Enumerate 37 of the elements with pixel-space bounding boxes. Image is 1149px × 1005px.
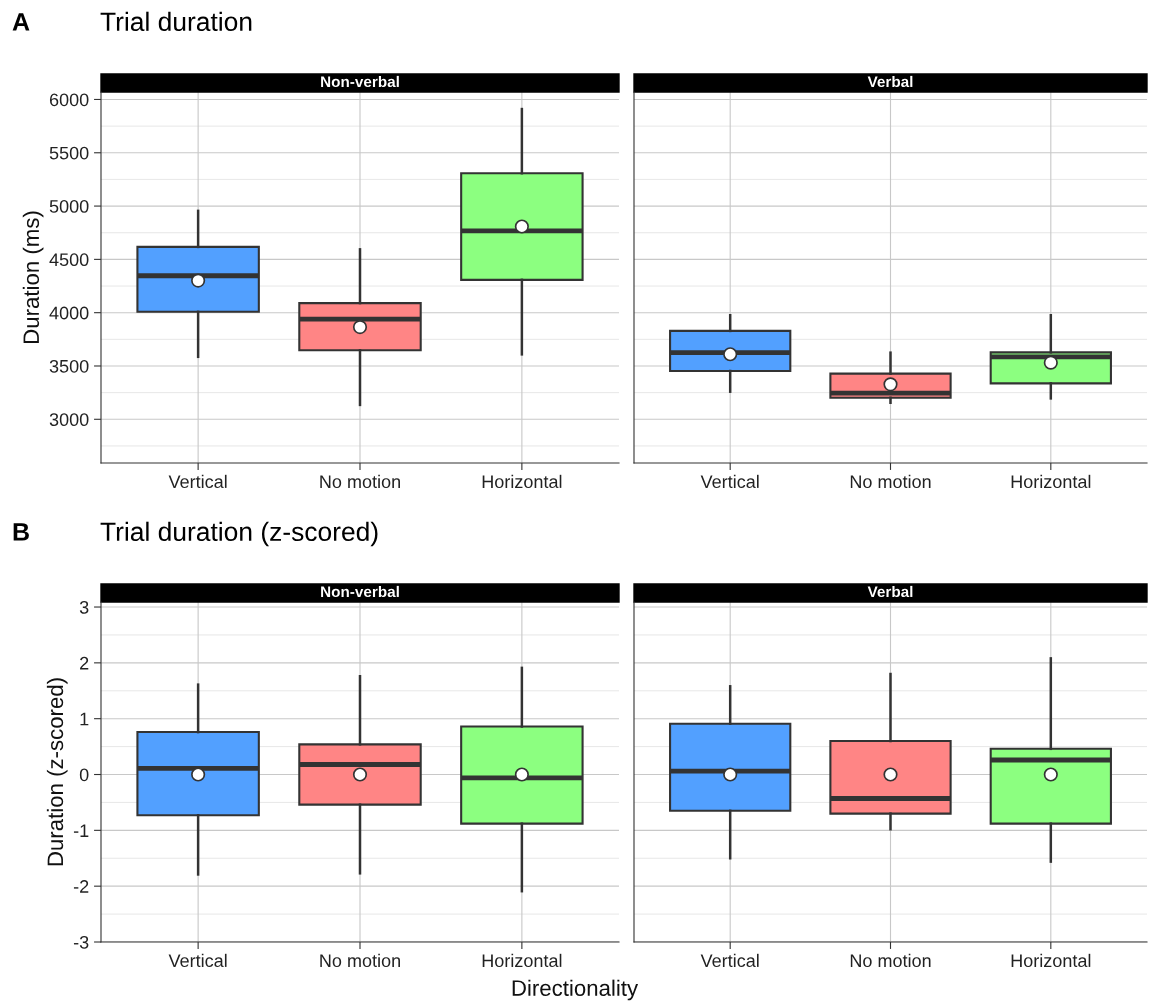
x-tick-label: Horizontal (1011, 953, 1091, 968)
y-tick-label: 3000 (49, 413, 89, 427)
y-tick-label: 4500 (49, 253, 89, 267)
x-tick-label: Horizontal (482, 474, 562, 489)
y-tick-label: 2 (80, 656, 89, 670)
y-axis-title: Duration (z-scored) (46, 678, 68, 866)
x-tick-label: Vertical (168, 953, 227, 968)
text: B (13, 523, 29, 541)
text: A (12, 13, 30, 31)
x-tick-label: Vertical (700, 953, 759, 968)
x-axis-title: Directionality (512, 979, 639, 1001)
y-tick-label: 0 (79, 768, 89, 782)
x-tick-label: Horizontal (482, 953, 562, 968)
chart-title: Verbal (867, 585, 913, 598)
chart-title: Non-verbal (321, 75, 399, 88)
y-tick-label: 5500 (49, 146, 89, 160)
y-tick-label: 3500 (49, 359, 89, 373)
y-axis-title: Duration (ms) (22, 211, 44, 343)
y-tick-label: -1 (73, 824, 89, 837)
y-tick-label: -2 (73, 880, 89, 893)
y-tick-label: 5000 (49, 200, 89, 213)
x-tick-label: No motion (850, 953, 931, 968)
text: Trial duration (100, 11, 252, 32)
y-tick-label: 3 (79, 600, 89, 614)
y-tick-label: 6000 (49, 93, 89, 107)
chart-title: Verbal (867, 75, 913, 88)
chart-title: Non-verbal (321, 585, 399, 598)
y-tick-label: 1 (80, 712, 89, 726)
y-tick-label: -3 (73, 935, 89, 949)
x-tick-label: Vertical (168, 474, 227, 489)
x-tick-label: No motion (850, 474, 931, 489)
text: Trial duration (z-scored) (100, 521, 378, 547)
y-tick-label: 4000 (49, 306, 89, 320)
x-tick-label: Vertical (700, 474, 759, 489)
x-tick-label: Horizontal (1011, 474, 1091, 489)
x-tick-label: No motion (320, 953, 400, 968)
x-tick-label: No motion (320, 474, 400, 489)
